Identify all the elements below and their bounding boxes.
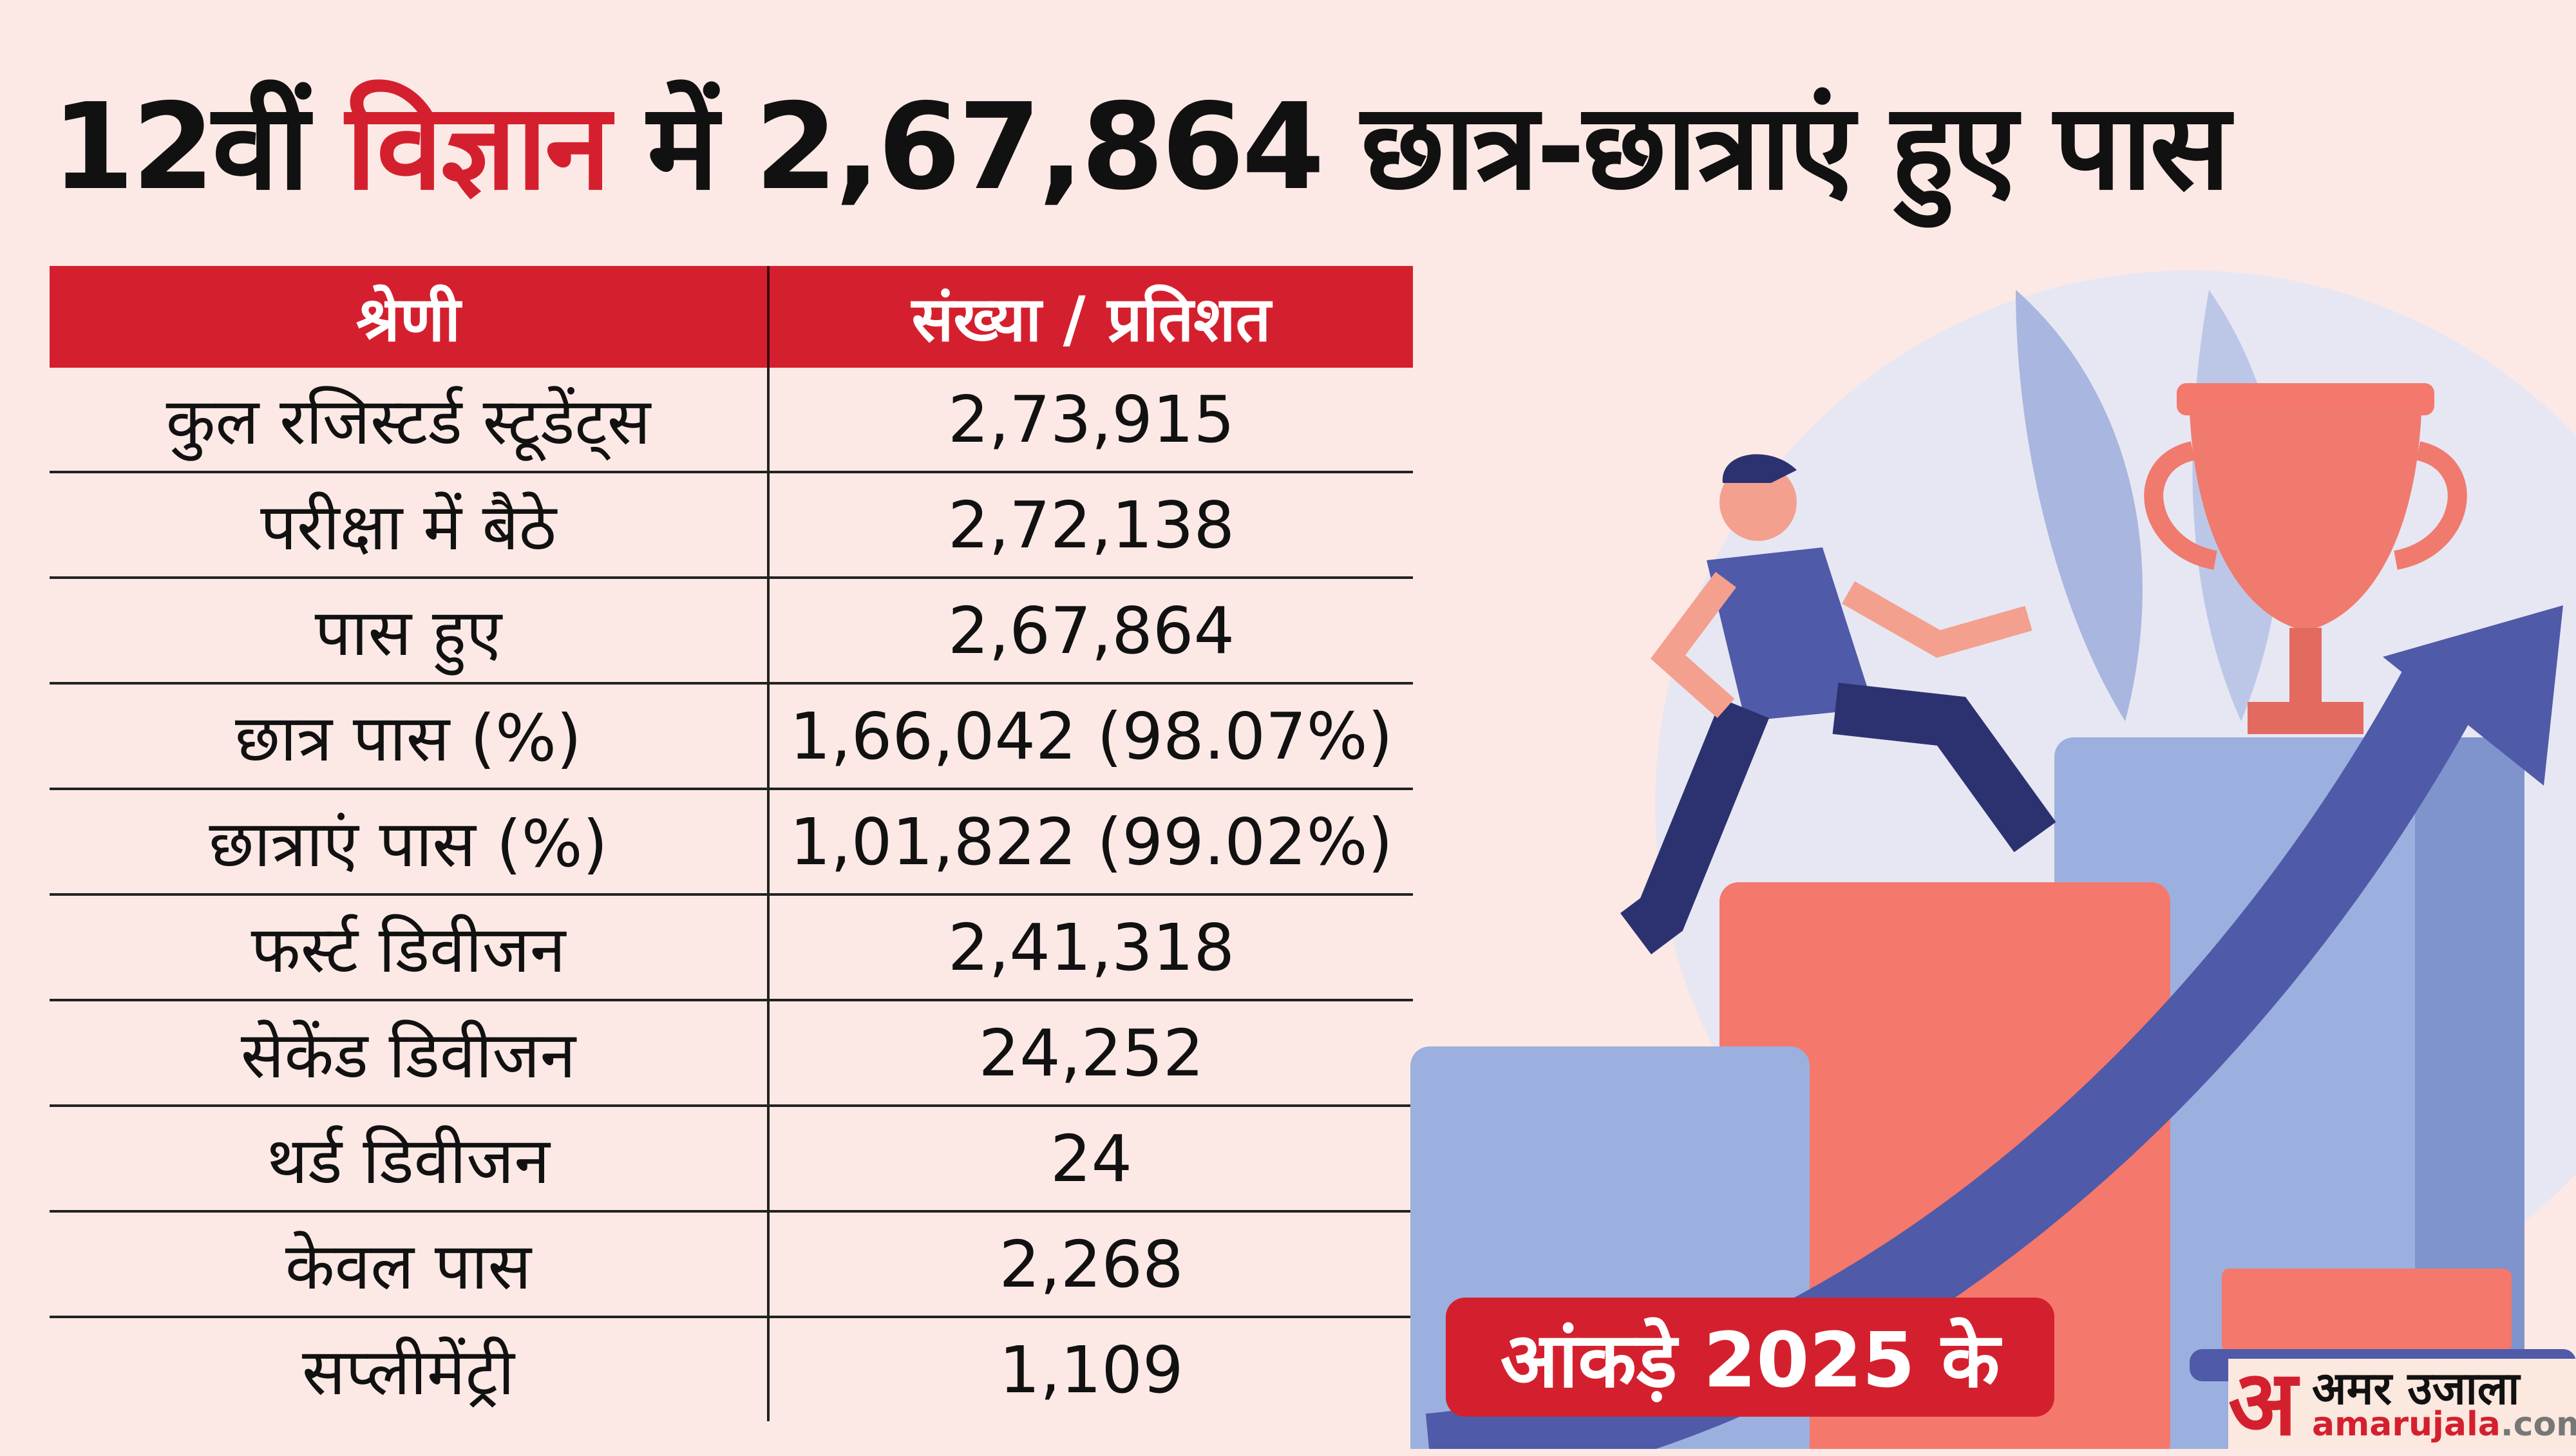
title-prefix: 12वीं	[52, 77, 346, 216]
results-table: श्रेणी संख्या / प्रतिशत कुल रजिस्टर्ड स्…	[50, 266, 1413, 1421]
table-row: छात्राएं पास (%) 1,01,822 (99.02%)	[50, 790, 1413, 896]
value-cell: 1,66,042 (98.07%)	[790, 698, 1393, 774]
logo-hindi: अमर उजाला	[2312, 1362, 2520, 1415]
title-suffix: में 2,67,864 छात्र-छात्राएं हुए पास	[608, 77, 2230, 216]
logo-english: amarujala.com	[2312, 1405, 2576, 1444]
table-row: परीक्षा में बैठे 2,72,138	[50, 473, 1413, 579]
category-cell: कुल रजिस्टर्ड स्टूडेंट्स	[50, 368, 770, 471]
value-cell: 24,252	[978, 1015, 1204, 1091]
table-row: कुल रजिस्टर्ड स्टूडेंट्स 2,73,915	[50, 368, 1413, 473]
category-cell: छात्राएं पास (%)	[50, 790, 770, 893]
category-cell: सेकेंड डिवीजन	[50, 1001, 770, 1104]
table-row: थर्ड डिवीजन 24	[50, 1107, 1413, 1213]
trophy-icon	[2144, 383, 2467, 734]
table-row: पास हुए 2,67,864	[50, 579, 1413, 685]
table-row: छात्र पास (%) 1,66,042 (98.07%)	[50, 685, 1413, 790]
book-icon	[2222, 1269, 2512, 1352]
logo-domain: .com	[2500, 1405, 2576, 1444]
amarujala-logo: अ अमर उजाला amarujala.com	[2228, 1359, 2576, 1449]
category-cell: फर्स्ट डिवीजन	[50, 896, 770, 999]
category-cell: सप्लीमेंट्री	[50, 1318, 770, 1421]
category-cell: परीक्षा में बैठे	[50, 473, 770, 576]
value-cell: 2,41,318	[947, 909, 1235, 985]
category-cell: थर्ड डिवीजन	[50, 1107, 770, 1210]
value-cell: 24	[1050, 1120, 1133, 1196]
header-value: संख्या / प्रतिशत	[911, 283, 1271, 355]
growth-arrow-icon	[1425, 656, 2485, 1449]
running-man-icon	[1620, 454, 2056, 954]
value-cell: 1,109	[999, 1332, 1184, 1408]
table-row: सप्लीमेंट्री 1,109	[50, 1318, 1413, 1421]
table-header: श्रेणी संख्या / प्रतिशत	[50, 266, 1413, 368]
value-cell: 2,73,915	[947, 381, 1235, 457]
year-badge: आंकड़े 2025 के	[1446, 1298, 2054, 1417]
value-cell: 1,01,822 (99.02%)	[790, 804, 1393, 880]
category-cell: पास हुए	[50, 579, 770, 682]
success-illustration	[1410, 270, 2576, 1449]
leaf-icon	[2016, 290, 2143, 721]
table-row: सेकेंड डिवीजन 24,252	[50, 1001, 1413, 1107]
title-accent: विज्ञान	[345, 77, 611, 216]
page-title: 12वीं विज्ञान में 2,67,864 छात्र-छात्राए…	[52, 61, 2230, 223]
value-cell: 2,72,138	[947, 487, 1235, 563]
value-cell: 2,67,864	[947, 592, 1235, 668]
value-cell: 2,268	[999, 1226, 1184, 1302]
category-cell: छात्र पास (%)	[50, 685, 770, 788]
logo-mark: अ	[2228, 1351, 2297, 1456]
logo-english-name: amarujala	[2312, 1405, 2501, 1444]
category-cell: केवल पास	[50, 1213, 770, 1316]
table-row: फर्स्ट डिवीजन 2,41,318	[50, 896, 1413, 1001]
header-category: श्रेणी	[50, 266, 770, 368]
table-row: केवल पास 2,268	[50, 1213, 1413, 1318]
